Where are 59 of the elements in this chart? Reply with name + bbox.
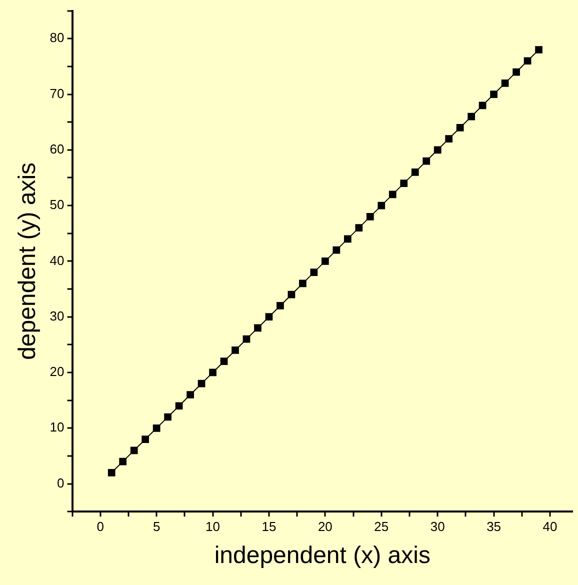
point: [108, 468, 116, 476]
y-tick-label: 70: [50, 86, 64, 101]
y-tick-label: 30: [50, 308, 64, 324]
point: [366, 213, 374, 220]
point: [434, 146, 442, 154]
point: [254, 324, 262, 332]
y-tick-label: 20: [50, 364, 64, 380]
point: [164, 413, 172, 421]
point: [220, 358, 228, 366]
y-tick-label: 0: [57, 475, 64, 490]
y-tick-label: 80: [50, 30, 64, 46]
point: [524, 57, 532, 65]
point: [310, 268, 318, 276]
point: [512, 68, 520, 76]
x-tick-label: 10: [206, 518, 220, 534]
x-tick-label: 35: [486, 518, 502, 534]
point: [445, 135, 453, 142]
point: [478, 102, 486, 110]
x-axis-title: independent (x) axis: [214, 542, 430, 570]
point: [388, 190, 396, 198]
x-tick-label: 0: [96, 518, 104, 534]
y-axis-title: dependent (y) axis: [14, 162, 42, 360]
point: [501, 79, 509, 87]
x-tick-label: 5: [152, 518, 160, 534]
point: [119, 458, 127, 466]
point: [411, 168, 419, 176]
point: [322, 258, 329, 265]
point: [299, 280, 306, 288]
point: [130, 446, 138, 454]
point: [332, 246, 340, 254]
point: [344, 235, 352, 243]
point: [242, 335, 250, 343]
point: [535, 46, 542, 54]
point: [198, 380, 206, 388]
point: [142, 436, 150, 443]
y-tick-label: 10: [50, 420, 64, 435]
x-tick-label: 20: [318, 518, 332, 534]
point: [186, 391, 194, 398]
point: [276, 302, 284, 310]
point: [232, 346, 239, 354]
x-tick-label: 15: [262, 518, 276, 534]
y-tick-label: 60: [50, 141, 64, 156]
point: [152, 424, 160, 432]
point: [355, 224, 363, 232]
x-tick-label: 40: [542, 518, 558, 534]
x-tick-label: 30: [430, 518, 445, 534]
point: [378, 202, 386, 210]
y-tick-label: 50: [50, 197, 64, 212]
point: [456, 124, 464, 132]
point: [400, 180, 408, 187]
point: [209, 368, 216, 376]
y-tick-label: 40: [50, 252, 64, 268]
point: [175, 402, 183, 410]
x-tick-label: 25: [374, 518, 389, 534]
point: [288, 290, 296, 298]
point: [490, 90, 498, 98]
point: [422, 157, 430, 165]
point: [468, 112, 476, 120]
point: [265, 313, 273, 321]
